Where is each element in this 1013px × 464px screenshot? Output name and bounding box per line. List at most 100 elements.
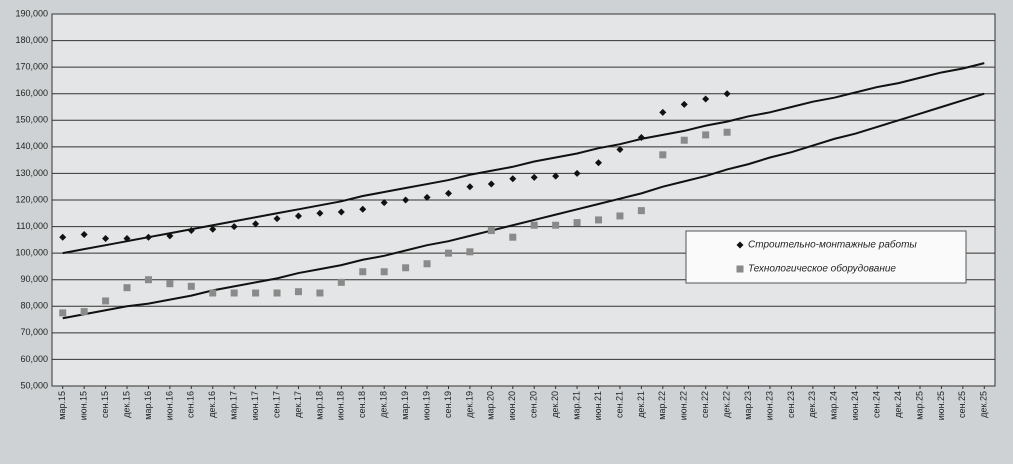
x-tick-label: июн.24 [850, 391, 860, 420]
point [80, 231, 88, 239]
y-tick-label: 80,000 [20, 301, 48, 311]
point [80, 308, 88, 316]
x-tick-label: мар.17 [229, 391, 239, 420]
point [444, 189, 452, 197]
point [102, 235, 110, 243]
y-tick-label: 140,000 [15, 141, 48, 151]
legend-marker [736, 241, 744, 249]
point [359, 268, 367, 276]
legend-label: Строительно-монтажные работы [748, 239, 917, 251]
point [316, 209, 324, 217]
x-tick-label: июн.23 [764, 391, 774, 420]
x-tick-label: дек.16 [207, 391, 217, 418]
point [423, 260, 431, 268]
point [316, 289, 324, 297]
point [530, 173, 538, 181]
point [659, 108, 667, 116]
legend: Строительно-монтажные работы Технологичес… [685, 230, 967, 284]
point [123, 235, 131, 243]
point [423, 193, 431, 201]
point [552, 221, 560, 229]
point [552, 172, 560, 180]
x-tick-label: дек.22 [721, 391, 731, 418]
y-tick-label: 120,000 [15, 194, 48, 204]
point [487, 180, 495, 188]
y-tick-label: 60,000 [20, 354, 48, 364]
point [337, 278, 345, 286]
trend-line [62, 92, 985, 320]
point [659, 151, 667, 159]
point [380, 268, 388, 276]
point [595, 216, 603, 224]
point [59, 233, 67, 241]
y-tick-label: 190,000 [15, 8, 48, 18]
y-tick-label: 170,000 [15, 62, 48, 72]
x-tick-label: мар.19 [400, 391, 410, 420]
x-tick-label: дек.23 [807, 391, 817, 418]
point [509, 233, 517, 241]
x-tick-label: мар.15 [57, 391, 67, 420]
point [466, 183, 474, 191]
point [680, 136, 688, 144]
point [209, 289, 217, 297]
x-tick-label: мар.21 [571, 391, 581, 420]
y-tick-label: 130,000 [15, 168, 48, 178]
x-tick-label: сен.18 [357, 391, 367, 418]
x-tick-label: дек.17 [293, 391, 303, 418]
x-tick-label: мар.16 [143, 391, 153, 420]
point [466, 248, 474, 256]
x-tick-label: дек.24 [893, 391, 903, 418]
x-tick-label: сен.22 [700, 391, 710, 418]
point [637, 134, 645, 142]
y-tick-label: 100,000 [15, 248, 48, 258]
point [380, 199, 388, 207]
x-tick-label: мар.22 [657, 391, 667, 420]
y-tick-label: 90,000 [20, 274, 48, 284]
x-tick-label: мар.25 [914, 391, 924, 420]
point [294, 212, 302, 220]
x-tick-label: июн.20 [507, 391, 517, 420]
legend-box [685, 230, 967, 284]
point [123, 284, 131, 292]
y-tick-label: 50,000 [20, 380, 48, 390]
point [723, 128, 731, 136]
x-tick-label: июн.19 [421, 391, 431, 420]
x-tick-label: сен.24 [872, 391, 882, 418]
point [144, 233, 152, 241]
x-tick-label: мар.18 [314, 391, 324, 420]
x-tick-label: дек.21 [636, 391, 646, 418]
point [59, 309, 67, 317]
point [487, 227, 495, 235]
y-tick-label: 160,000 [15, 88, 48, 98]
point [680, 100, 688, 108]
point [637, 207, 645, 215]
point [187, 282, 195, 290]
point [273, 215, 281, 223]
point [102, 297, 110, 305]
x-tick-label: сен.23 [786, 391, 796, 418]
point [595, 159, 603, 167]
point [530, 221, 538, 229]
y-tick-label: 70,000 [20, 327, 48, 337]
y-tick-label: 150,000 [15, 115, 48, 125]
point [573, 169, 581, 177]
point [702, 95, 710, 103]
x-tick-label: сен.17 [271, 391, 281, 418]
point [573, 219, 581, 227]
x-tick-label: июн.17 [250, 391, 260, 420]
point [166, 280, 174, 288]
point [402, 196, 410, 204]
point [294, 288, 302, 296]
x-tick-label: мар.23 [743, 391, 753, 420]
point [444, 249, 452, 257]
legend-label: Технологическое оборудование [748, 263, 896, 275]
y-tick-label: 110,000 [16, 221, 48, 231]
point [230, 289, 238, 297]
x-tick-label: сен.15 [100, 391, 110, 418]
point [702, 131, 710, 139]
point [616, 146, 624, 154]
point [187, 227, 195, 235]
x-tick-label: июн.22 [679, 391, 689, 420]
point [209, 225, 217, 233]
